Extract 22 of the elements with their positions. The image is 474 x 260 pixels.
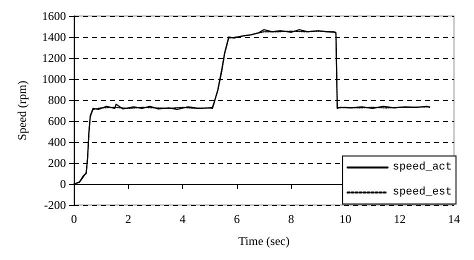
y-axis-title: Speed (rpm) [15,80,29,140]
legend-label: speed_est [392,186,452,198]
y-tick-label: 200 [48,156,66,170]
x-tick-label: 6 [234,212,240,226]
y-tick-label: 800 [48,93,66,107]
y-tick-label: 1000 [42,72,66,86]
y-tick-label: 1200 [42,51,66,65]
y-tick-label: 400 [48,135,66,149]
y-tick-label: 1400 [42,30,66,44]
x-tick-label: 14 [448,212,460,226]
x-tick-label: 0 [71,212,77,226]
x-tick-label: 2 [125,212,132,226]
y-tick-label: 0 [60,177,66,191]
x-tick-label: 12 [394,212,406,226]
x-axis-title: Time (sec) [238,234,290,248]
x-tick-label: 8 [288,212,294,226]
y-tick-label: -200 [44,198,66,212]
y-tick-label: 1600 [42,9,66,23]
legend-label: speed_act [392,162,452,174]
x-tick-label: 10 [339,212,352,226]
x-tick-label: 4 [180,212,186,226]
y-tick-label: 600 [48,114,66,128]
